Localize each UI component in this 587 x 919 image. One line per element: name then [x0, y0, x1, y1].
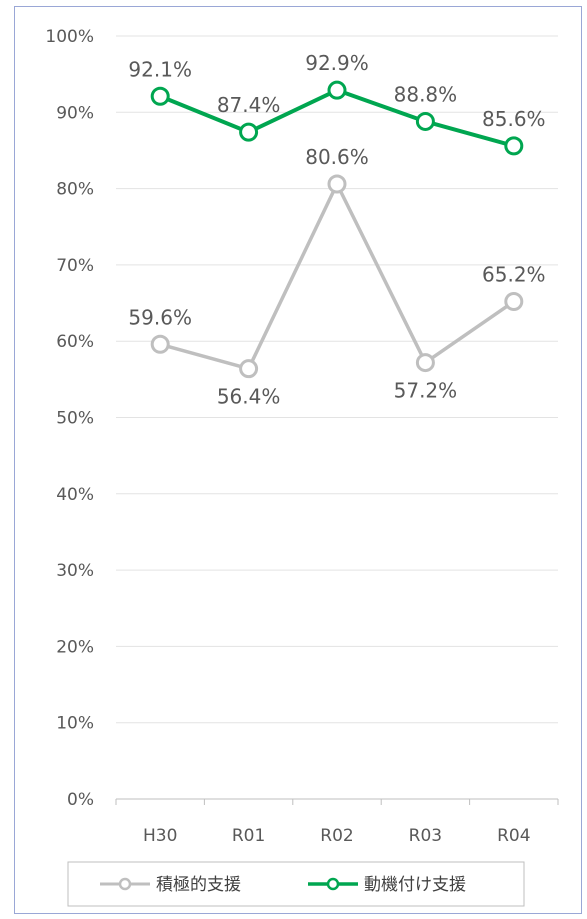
legend-marker-series-0	[118, 877, 132, 891]
y-tick-label: 80%	[56, 180, 94, 200]
data-label-series-0: 56.4%	[217, 385, 281, 409]
x-tick-label: R03	[409, 826, 442, 846]
legend: 積極的支援 動機付け支援	[67, 861, 525, 907]
x-tick-label: R01	[232, 826, 265, 846]
y-tick-label: 40%	[56, 485, 94, 505]
legend-label-series-0: 積極的支援	[156, 875, 241, 895]
series-layer: 59.6% 56.4% 80.6% 57.2% 65.2% 92.1% 87.4% 92.9%…	[128, 51, 545, 408]
data-label-series-1: 85.6%	[482, 107, 546, 131]
gridlines	[116, 35, 558, 724]
data-label-series-0: 59.6%	[128, 305, 192, 329]
y-tick-label: 30%	[56, 561, 94, 581]
data-point-series-0	[415, 353, 435, 373]
y-tick-label: 20%	[56, 637, 94, 657]
data-point-series-1	[327, 80, 347, 100]
y-tick-label: 0%	[67, 790, 94, 810]
y-tick-label: 10%	[56, 714, 94, 734]
data-label-series-0: 57.2%	[394, 379, 458, 403]
chart-frame	[14, 6, 582, 914]
data-label-series-0: 80.6%	[305, 145, 369, 169]
data-point-series-1	[415, 111, 435, 131]
data-point-series-0	[504, 292, 524, 312]
legend-marker-series-1	[326, 877, 340, 891]
data-point-series-0	[239, 359, 259, 379]
legend-label-series-1: 動機付け支援	[364, 875, 466, 895]
y-tick-label: 100%	[45, 27, 94, 47]
data-label-series-1: 88.8%	[394, 82, 458, 106]
data-point-series-1	[504, 136, 524, 156]
x-tick-label: H30	[143, 826, 177, 846]
y-tick-label: 90%	[56, 103, 94, 123]
data-label-series-1: 87.4%	[217, 93, 281, 117]
y-tick-label: 70%	[56, 256, 94, 276]
data-point-series-1	[239, 122, 259, 142]
data-label-series-1: 92.1%	[128, 57, 192, 81]
y-tick-label: 50%	[56, 409, 94, 429]
x-tick-label: R04	[497, 826, 530, 846]
y-axis: 0% 10% 20% 30% 40% 50% 60% 70% 80% 90% 100%	[45, 27, 94, 810]
data-point-series-1	[150, 86, 170, 106]
x-tick-label: R02	[320, 826, 353, 846]
data-label-series-0: 65.2%	[482, 263, 546, 287]
data-label-series-1: 92.9%	[305, 51, 369, 75]
data-point-series-0	[327, 174, 347, 194]
data-point-series-0	[150, 334, 170, 354]
y-tick-label: 60%	[56, 332, 94, 352]
x-axis: H30 R01 R02 R03 R04	[115, 798, 559, 846]
